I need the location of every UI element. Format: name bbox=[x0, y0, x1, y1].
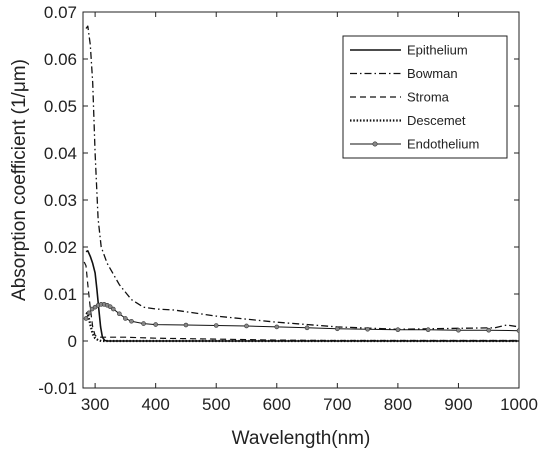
series-point-endothelium bbox=[425, 327, 431, 333]
x-tick-label: 400 bbox=[141, 395, 169, 414]
y-tick-label: 0.03 bbox=[44, 191, 77, 210]
series-line-bowman bbox=[85, 25, 519, 330]
y-tick-label: 0.05 bbox=[44, 97, 77, 116]
series-point-endothelium bbox=[86, 310, 92, 316]
series-point-endothelium bbox=[107, 304, 113, 309]
legend-label-epithelium: Epithelium bbox=[407, 43, 468, 58]
legend: Epithelium Bowman Stroma Descemet Endotheliu… bbox=[342, 35, 508, 159]
legend-label-stroma: Stroma bbox=[407, 90, 450, 105]
x-axis-title: Wavelength(nm) bbox=[232, 428, 371, 449]
series-point-endothelium bbox=[141, 321, 146, 326]
series-point-endothelium bbox=[456, 327, 461, 333]
x-tick-label: 1000 bbox=[500, 395, 538, 414]
y-tick-label: -0.01 bbox=[38, 379, 77, 398]
y-tick-label: 0.04 bbox=[44, 144, 77, 163]
series-point-endothelium bbox=[153, 322, 158, 327]
series-point-endothelium bbox=[274, 324, 280, 330]
series-point-endothelium bbox=[129, 318, 134, 324]
series-layer bbox=[83, 25, 519, 343]
series-point-endothelium bbox=[304, 325, 310, 331]
legend-label-bowman: Bowman bbox=[407, 66, 458, 81]
y-tick-label: 0 bbox=[68, 332, 77, 351]
series-line-descemet bbox=[85, 311, 519, 343]
series-point-endothelium bbox=[486, 327, 492, 333]
series-point-endothelium bbox=[365, 326, 370, 332]
series-point-endothelium bbox=[213, 323, 219, 328]
x-tick-label: 900 bbox=[444, 395, 472, 414]
y-tick-label: 0.06 bbox=[44, 50, 77, 69]
y-axis-title: Absorption coefficient (1/μm) bbox=[9, 59, 30, 301]
x-tick-label: 500 bbox=[202, 395, 230, 414]
x-tick-label: 800 bbox=[384, 395, 412, 414]
y-tick-label: 0.01 bbox=[44, 285, 77, 304]
x-tick-label: 700 bbox=[323, 395, 351, 414]
series-point-endothelium bbox=[516, 328, 519, 333]
y-tick-label: 0.02 bbox=[44, 238, 77, 257]
legend-label-endothelium: Endothelium bbox=[407, 137, 479, 152]
legend-marker-endothelium bbox=[372, 141, 378, 147]
legend-label-descemet: Descemet bbox=[407, 113, 466, 128]
series-point-endothelium bbox=[83, 316, 89, 321]
y-tick-label: 0.07 bbox=[44, 3, 77, 22]
series-point-endothelium bbox=[395, 327, 401, 333]
series-point-endothelium bbox=[183, 322, 189, 328]
series-point-endothelium bbox=[335, 326, 340, 332]
x-tick-label: 300 bbox=[81, 395, 109, 414]
series-point-endothelium bbox=[244, 323, 249, 329]
series-point-endothelium bbox=[123, 316, 128, 321]
series-point-endothelium bbox=[110, 306, 116, 312]
x-tick-label: 600 bbox=[263, 395, 291, 414]
axes-layer: 300 400 500 600 700 800 900 1000 -0.01 0 0.01 0.02 0… bbox=[38, 3, 538, 414]
series-point-endothelium bbox=[117, 311, 122, 317]
